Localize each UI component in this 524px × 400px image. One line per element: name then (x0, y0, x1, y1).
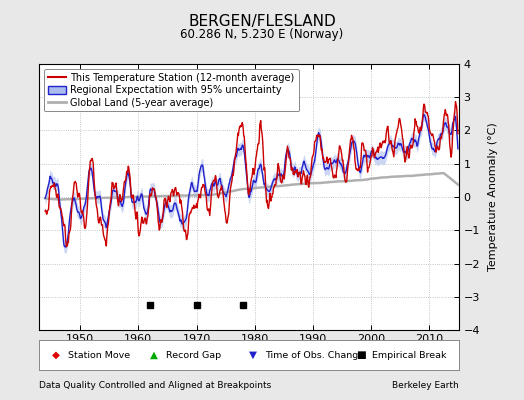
Text: Record Gap: Record Gap (166, 350, 222, 360)
Text: BERGEN/FLESLAND: BERGEN/FLESLAND (188, 14, 336, 29)
Text: Data Quality Controlled and Aligned at Breakpoints: Data Quality Controlled and Aligned at B… (39, 381, 271, 390)
Text: Time of Obs. Change: Time of Obs. Change (265, 350, 364, 360)
Text: Berkeley Earth: Berkeley Earth (392, 381, 458, 390)
Legend: This Temperature Station (12-month average), Regional Expectation with 95% uncer: This Temperature Station (12-month avera… (44, 69, 299, 112)
Text: 60.286 N, 5.230 E (Norway): 60.286 N, 5.230 E (Norway) (180, 28, 344, 41)
Text: Station Move: Station Move (68, 350, 130, 360)
Text: ◆: ◆ (52, 350, 60, 360)
Text: ■: ■ (356, 350, 366, 360)
Text: ▼: ▼ (249, 350, 257, 360)
Text: Empirical Break: Empirical Break (372, 350, 446, 360)
Text: ▲: ▲ (150, 350, 158, 360)
Y-axis label: Temperature Anomaly (°C): Temperature Anomaly (°C) (488, 123, 498, 271)
